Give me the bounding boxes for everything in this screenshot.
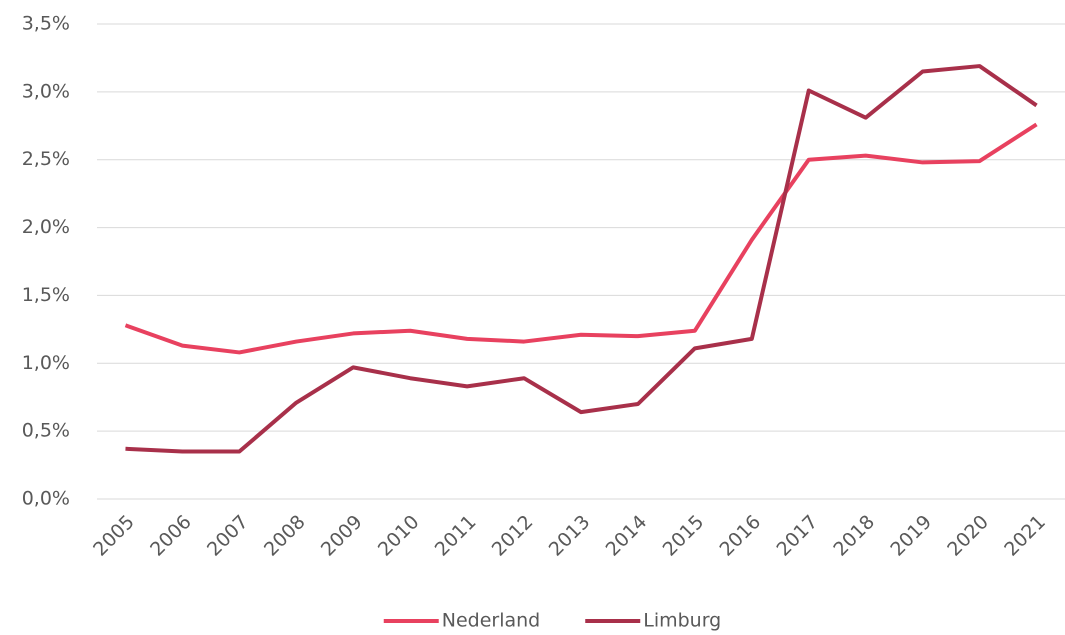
x-tick-label: 2018 [829, 511, 879, 561]
y-tick-label: 3,5% [22, 13, 70, 35]
x-tick-label: 2016 [715, 511, 765, 561]
x-tick-label: 2014 [602, 511, 652, 561]
series-line [124, 122, 1038, 355]
x-tick-label: 2007 [203, 511, 253, 561]
legend-label: Limburg [643, 610, 721, 632]
x-tick-label: 2020 [943, 511, 993, 561]
x-tick-label: 2005 [89, 511, 139, 561]
x-tick-label: 2017 [772, 511, 822, 561]
y-tick-label: 2,0% [22, 216, 70, 238]
x-tick-label: 2006 [146, 511, 196, 561]
x-tick-label: 2021 [1000, 511, 1050, 561]
x-tick-label: 2019 [886, 511, 936, 561]
x-tick-label: 2015 [659, 511, 709, 561]
y-tick-label: 0,5% [22, 420, 70, 442]
x-tick-label: 2008 [260, 511, 310, 561]
y-tick-label: 1,0% [22, 352, 70, 374]
legend-label: Nederland [442, 610, 541, 632]
x-tick-label: 2013 [545, 511, 595, 561]
x-tick-label: 2011 [431, 511, 481, 561]
series-line [125, 64, 1038, 454]
x-tick-label: 2010 [374, 511, 424, 561]
x-tick-label: 2012 [488, 511, 538, 561]
y-tick-label: 2,5% [22, 148, 70, 170]
x-tick-label: 2009 [317, 511, 367, 561]
y-tick-label: 3,0% [22, 80, 70, 102]
y-tick-label: 1,5% [22, 284, 70, 306]
y-tick-label: 0,0% [22, 488, 70, 510]
